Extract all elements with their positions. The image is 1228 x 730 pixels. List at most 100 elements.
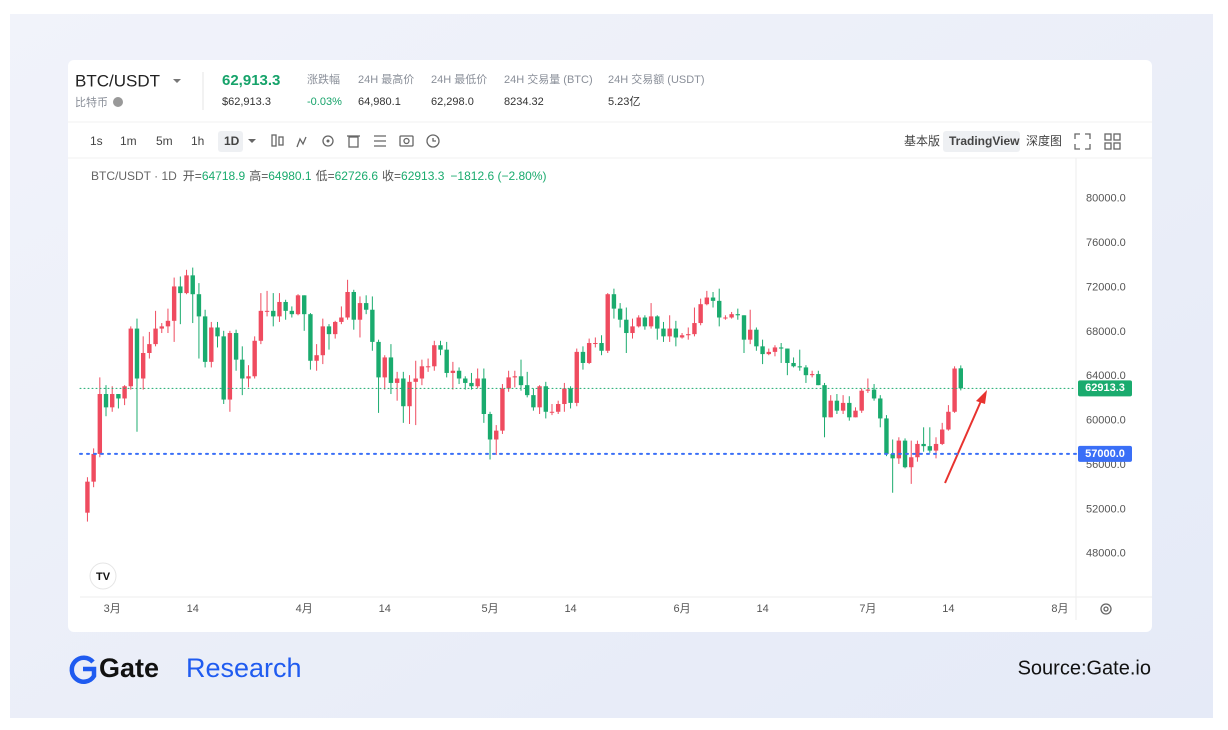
- candle-body: [419, 366, 425, 379]
- candle-body: [153, 328, 158, 345]
- candle-body: [865, 389, 871, 391]
- candle-body: [617, 308, 623, 320]
- candle-body: [729, 314, 734, 318]
- trend-arrow: [944, 400, 982, 484]
- candle-body: [747, 329, 753, 340]
- legend-label: 收=: [382, 169, 401, 183]
- candle-body: [648, 316, 654, 327]
- candle-body: [791, 362, 796, 367]
- view-icons[interactable]: [1074, 133, 1121, 150]
- candle-body: [816, 374, 821, 386]
- candle-body: [525, 385, 530, 396]
- candle-body: [630, 326, 635, 334]
- view-selected: [943, 131, 1020, 152]
- coin-name: 比特币: [75, 95, 108, 109]
- x-tick-label: 14: [942, 603, 954, 615]
- candle-body: [227, 333, 233, 400]
- candle-body: [927, 446, 933, 451]
- candle-body: [958, 368, 963, 389]
- settings-icon[interactable]: [1100, 603, 1112, 615]
- candle-body: [165, 320, 171, 327]
- y-tick-label: 68000.0: [1086, 326, 1126, 338]
- toolbar-icons[interactable]: [271, 134, 440, 148]
- candle-body: [171, 286, 177, 321]
- candle-body: [599, 343, 604, 351]
- stat-label: 24H 最低价: [431, 73, 487, 86]
- interval-caret[interactable]: [248, 139, 256, 143]
- interval[interactable]: 1s: [90, 134, 103, 148]
- source: Source:Gate.io: [1018, 657, 1151, 679]
- candle-body: [314, 355, 319, 361]
- brand-suffix: Research: [186, 653, 302, 683]
- candle-body: [110, 394, 115, 408]
- candle-body: [778, 347, 784, 349]
- candle-body: [456, 370, 462, 379]
- view-tab[interactable]: TradingView: [949, 134, 1020, 148]
- view-tab[interactable]: 基本版: [904, 134, 940, 148]
- candle-body: [116, 394, 121, 399]
- interval[interactable]: 5m: [156, 134, 173, 148]
- x-tick-label: 14: [379, 603, 391, 615]
- interval-selected: [218, 131, 243, 152]
- stat-value: 62,298.0: [431, 96, 474, 108]
- interval[interactable]: 1h: [191, 134, 204, 148]
- dropdown-caret[interactable]: [173, 79, 181, 83]
- candle-body: [884, 418, 889, 454]
- candle-body: [345, 291, 350, 318]
- y-tick-label: 76000.0: [1086, 237, 1126, 249]
- x-tick-label: 6月: [673, 603, 690, 615]
- y-tick-label: 72000.0: [1086, 281, 1126, 293]
- interval[interactable]: 1m: [120, 134, 137, 148]
- x-tick-label: 14: [756, 603, 768, 615]
- candle-body: [363, 303, 369, 310]
- candle-body: [271, 310, 276, 317]
- candle-body: [202, 316, 208, 362]
- candle-body: [370, 309, 375, 342]
- candle-body: [586, 343, 592, 363]
- candle-body: [667, 328, 672, 337]
- candle-body: [692, 323, 697, 335]
- legend-change: −1812.6 (−2.80%): [450, 169, 546, 183]
- candle-body: [506, 377, 511, 389]
- stat-label: 24H 交易量 (BTC): [504, 72, 593, 86]
- view-tab[interactable]: 深度图: [1026, 133, 1062, 148]
- legend-label: 高=: [249, 168, 268, 183]
- candle-body: [252, 340, 257, 377]
- candle-body: [834, 400, 840, 411]
- candle-body: [209, 327, 214, 362]
- x-tick-label: 14: [564, 603, 576, 615]
- candle-body: [91, 453, 96, 482]
- candle-body: [871, 389, 877, 399]
- candle-body: [401, 378, 406, 407]
- candle-body: [215, 327, 220, 337]
- stat-label: 24H 交易额 (USDT): [608, 72, 705, 86]
- card: [68, 60, 1152, 632]
- candle-body: [128, 328, 133, 387]
- candle-body: [723, 317, 728, 319]
- candle-body: [593, 343, 598, 345]
- info-icon[interactable]: [113, 97, 123, 107]
- candle-body: [642, 317, 648, 327]
- candle-body: [184, 275, 189, 294]
- x-tick-label: 4月: [296, 603, 313, 615]
- candle-body: [351, 291, 356, 320]
- symbol[interactable]: BTC/USDT: [75, 71, 160, 90]
- candle-body: [475, 378, 480, 387]
- legend-value: 64980.1: [268, 169, 312, 183]
- candle-body: [840, 402, 846, 411]
- candle-body: [85, 481, 90, 513]
- candle-body: [803, 367, 809, 376]
- interval[interactable]: 1D: [224, 134, 240, 148]
- candle-body: [754, 329, 759, 347]
- candle-body: [277, 301, 282, 317]
- candle-body: [407, 381, 412, 407]
- candle-body: [741, 315, 747, 340]
- candle-body: [828, 400, 833, 418]
- candle-body: [822, 385, 827, 418]
- candle-body: [853, 410, 858, 418]
- candle-body: [450, 370, 456, 373]
- candle-body: [946, 411, 951, 430]
- legend-symbol: BTC/USDT · 1D: [91, 169, 177, 183]
- price-tag: [1078, 380, 1132, 397]
- price-usd: $62,913.3: [222, 96, 271, 108]
